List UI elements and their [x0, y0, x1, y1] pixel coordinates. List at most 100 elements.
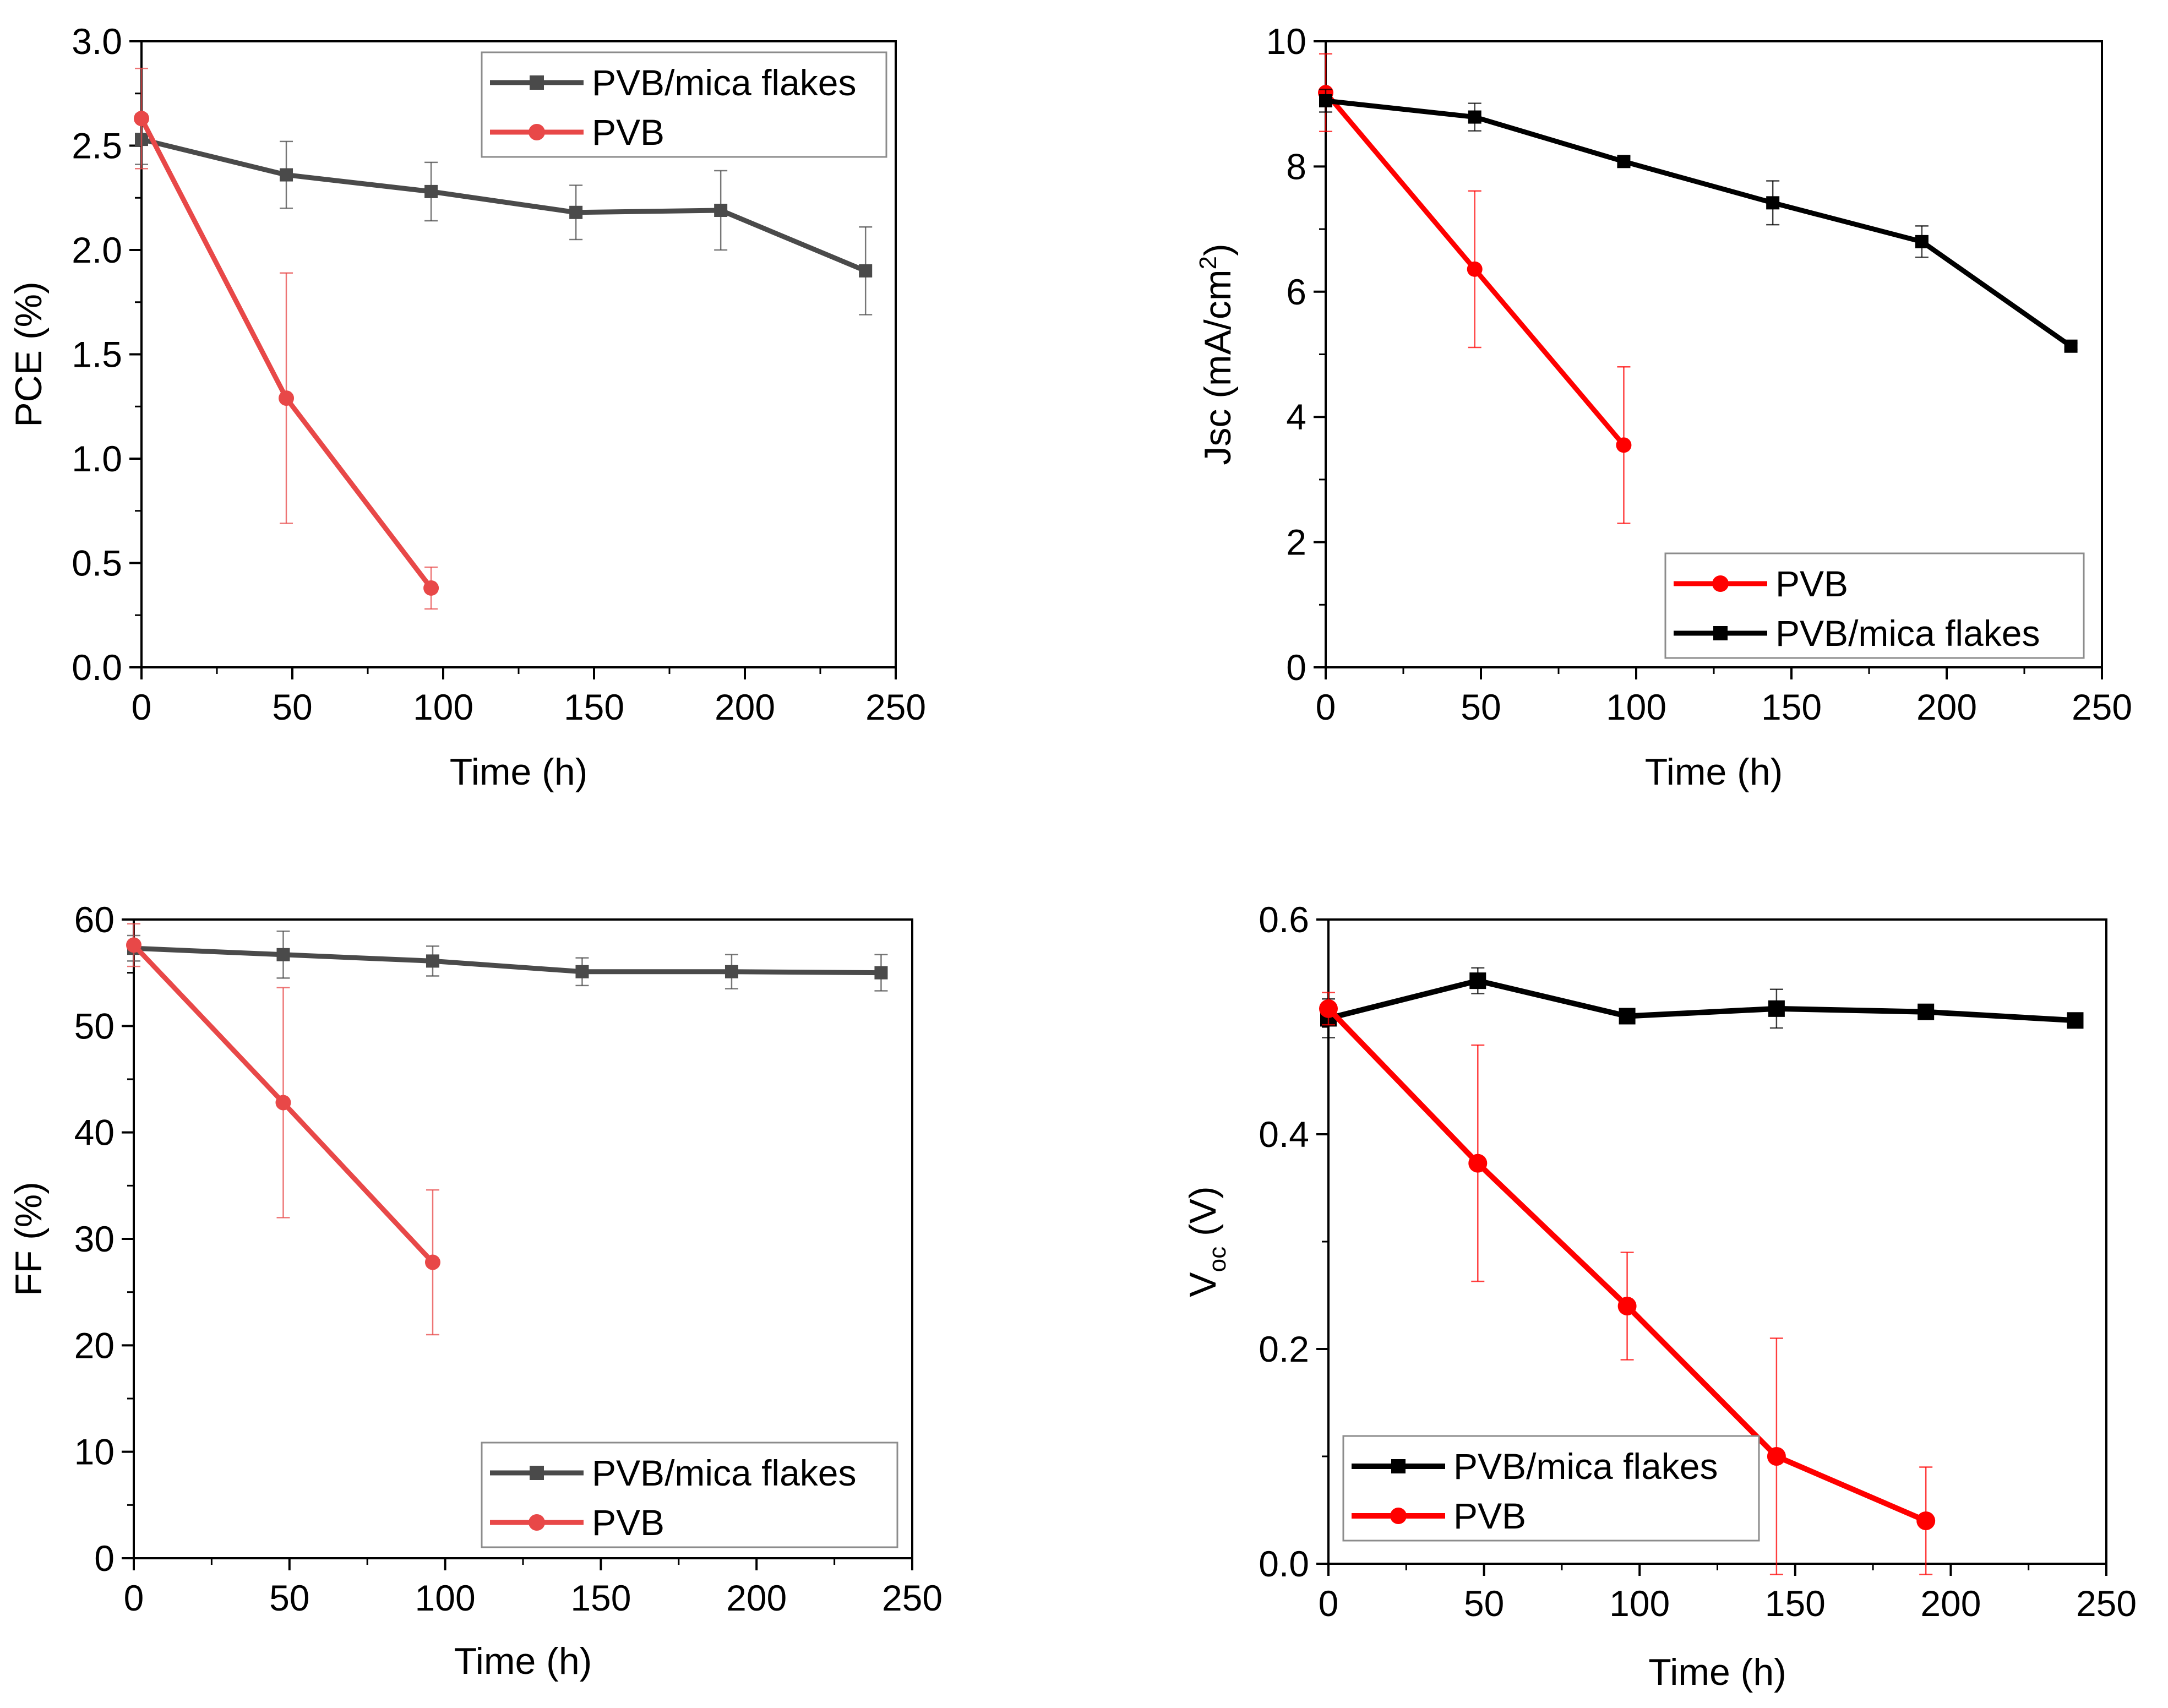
x-axis-title: Time (h) [1645, 751, 1783, 793]
x-tick-label: 0 [1316, 687, 1336, 727]
data-point [126, 937, 141, 953]
series-line [140, 137, 867, 274]
legend-label: PVB/mica flakes [1775, 613, 2040, 654]
data-point [569, 205, 583, 219]
x-tick-label: 250 [2076, 1583, 2137, 1624]
legend-swatch-marker [1712, 575, 1729, 592]
data-point [1319, 999, 1338, 1018]
y-axis-title-superscript: 2 [1195, 256, 1222, 269]
y-tick-label: 0.0 [72, 647, 122, 688]
x-tick-label: 100 [1606, 687, 1666, 727]
data-point [1918, 1003, 1935, 1020]
data-point [1766, 196, 1780, 210]
y-tick-label: 30 [74, 1219, 115, 1259]
y-tick-label: 50 [74, 1005, 115, 1046]
data-point [1616, 437, 1632, 453]
data-point [280, 168, 293, 182]
y-axis-title: Voc (V) [1182, 1186, 1231, 1297]
y-tick-label: 20 [74, 1325, 115, 1366]
legend: PVB PVB/mica flakes [1664, 552, 2085, 659]
series-line [1327, 978, 2076, 1024]
y-tick-label: 10 [74, 1432, 115, 1472]
y-axis-title-main: PCE (%) [8, 281, 50, 427]
data-point [1767, 1447, 1786, 1466]
y-tick-label: 3.0 [72, 21, 122, 62]
legend-label: PVB/mica flakes [1453, 1446, 1718, 1487]
legend-label: PVB [592, 112, 664, 153]
series-line [1325, 98, 2073, 349]
data-point [1467, 261, 1483, 277]
legend-label: PVB/mica flakes [592, 62, 857, 103]
series-pvb [1319, 992, 1936, 1575]
chart-panel-jsc: 0 50 100 150 200 250 0 2 4 6 8 10 Time (h) Jsc (mA/cm… [1195, 21, 2132, 793]
y-axis-title-end: (V) [1182, 1186, 1224, 1247]
series-line [133, 945, 881, 976]
legend-swatch-marker [530, 75, 544, 90]
x-tick-label: 200 [715, 687, 775, 727]
y-tick-label: 0.0 [1259, 1543, 1309, 1584]
y-tick-label: 1.0 [72, 438, 122, 479]
x-tick-label: 50 [272, 687, 312, 727]
y-tick-label: 0.4 [1259, 1114, 1309, 1155]
y-tick-label: 60 [74, 899, 115, 940]
data-point [423, 580, 439, 596]
y-axis-title: FF (%) [8, 1182, 50, 1296]
y-tick-label: 0.5 [72, 543, 122, 584]
data-point [1768, 1000, 1785, 1017]
x-tick-label: 250 [865, 687, 926, 727]
legend: PVB/mica flakes PVB [481, 51, 887, 158]
chart-panel-pce: 0 50 100 150 200 250 0.0 0.5 1.0 1.5 2.0 2.5 3.0 Time… [8, 21, 926, 793]
data-point [725, 965, 738, 978]
legend-label: PVB [1775, 563, 1848, 604]
x-tick-label: 0 [124, 1578, 144, 1618]
x-tick-label: 150 [564, 687, 624, 727]
legend-box [1342, 1435, 1760, 1542]
legend-swatch-marker [529, 124, 545, 140]
y-axis-title-main: Jsc (mA/cm [1197, 270, 1239, 465]
legend-swatch-marker [1391, 1459, 1406, 1473]
data-point [1319, 94, 1332, 108]
legend-box [1664, 552, 2085, 659]
x-axis-title: Time (h) [1648, 1651, 1786, 1693]
x-tick-label: 100 [415, 1578, 476, 1618]
data-point [1468, 1154, 1488, 1173]
legend-swatch-marker [1390, 1508, 1407, 1524]
x-tick-label: 0 [132, 687, 152, 727]
legend-swatch-marker [1713, 626, 1728, 640]
series-pvb [126, 923, 440, 1336]
series-pvb-mica-flakes [1319, 89, 2078, 353]
chart-panel-ff: 0 50 100 150 200 250 0 10 20 30 40 50 60 Time (h) FF (… [8, 899, 943, 1682]
data-point [279, 390, 295, 406]
data-point [1916, 1511, 1936, 1530]
data-point [575, 965, 589, 978]
data-point [859, 264, 873, 278]
legend-label: PVB [592, 1502, 664, 1543]
legend-swatch-marker [529, 1514, 545, 1531]
legend-box [481, 1442, 898, 1548]
y-tick-label: 2 [1286, 522, 1306, 563]
y-tick-label: 6 [1286, 271, 1306, 312]
x-tick-label: 0 [1319, 1583, 1339, 1624]
x-tick-label: 250 [2072, 687, 2132, 727]
y-tick-label: 10 [1266, 21, 1306, 62]
y-axis-title-end: ) [1197, 243, 1239, 256]
y-tick-label: 0.2 [1259, 1329, 1309, 1369]
data-point [714, 203, 728, 217]
data-point [874, 966, 888, 980]
y-tick-label: 40 [74, 1112, 115, 1153]
data-point [1915, 235, 1929, 248]
y-tick-label: 2.5 [72, 126, 122, 166]
data-point [1468, 110, 1481, 124]
y-axis-title-subscript: oc [1204, 1247, 1231, 1272]
y-tick-label: 0 [94, 1538, 115, 1579]
y-tick-label: 8 [1286, 146, 1306, 187]
legend-box [481, 51, 887, 158]
y-axis-title-main: V [1182, 1272, 1224, 1297]
data-point [426, 954, 439, 968]
legend: PVB/mica flakes PVB [481, 1442, 898, 1548]
x-tick-label: 50 [1461, 687, 1501, 727]
x-tick-label: 150 [570, 1578, 631, 1618]
x-tick-label: 100 [413, 687, 473, 727]
data-point [1617, 1297, 1637, 1315]
data-point [275, 1095, 291, 1111]
